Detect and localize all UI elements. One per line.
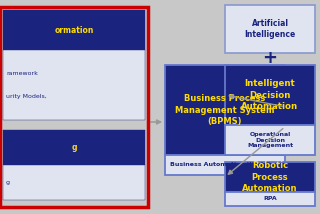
Bar — [225, 5, 315, 53]
Text: Artificial
Intelligence: Artificial Intelligence — [244, 19, 296, 39]
Text: Business Process
Management System
(BPMS): Business Process Management System (BPMS… — [175, 94, 275, 126]
Bar — [165, 155, 285, 175]
Bar — [165, 65, 285, 155]
Text: g: g — [71, 143, 77, 152]
Bar — [0, 7, 148, 207]
Text: +: + — [262, 49, 277, 67]
Bar — [225, 125, 315, 155]
Text: RPA: RPA — [263, 196, 277, 202]
Text: Business Automation Workflow: Business Automation Workflow — [170, 162, 280, 168]
Text: Intelligent
Decision
Automation: Intelligent Decision Automation — [241, 79, 299, 111]
Bar — [3, 50, 145, 120]
Bar — [225, 65, 315, 125]
Bar — [225, 192, 315, 206]
Bar — [3, 10, 145, 50]
Text: Operational
Decision
Management: Operational Decision Management — [247, 132, 293, 148]
Text: urity Models,: urity Models, — [6, 94, 47, 99]
Bar — [3, 165, 145, 200]
Text: ramework: ramework — [6, 71, 38, 76]
Text: ormation: ormation — [54, 25, 94, 34]
Text: g: g — [6, 180, 10, 185]
Bar — [3, 130, 145, 165]
Bar — [225, 162, 315, 192]
Text: Robotic
Process
Automation: Robotic Process Automation — [242, 161, 298, 193]
